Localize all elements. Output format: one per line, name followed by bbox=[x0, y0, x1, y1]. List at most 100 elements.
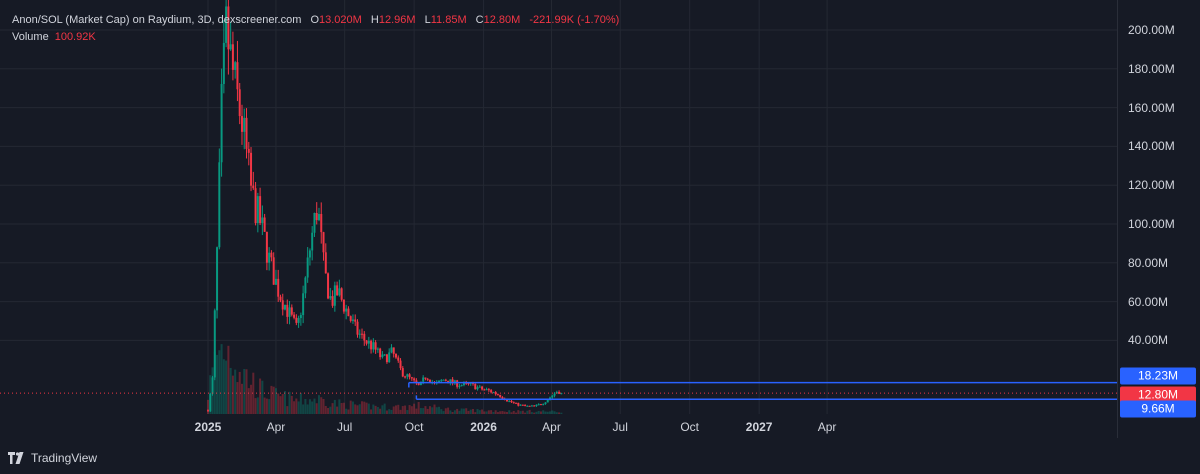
change-value: -221.99K (-1.70%) bbox=[529, 14, 620, 26]
x-tick-label: Apr bbox=[817, 420, 837, 434]
volume-bar bbox=[213, 351, 216, 414]
candle-body bbox=[481, 386, 484, 390]
candle-body bbox=[254, 188, 257, 224]
candle-body bbox=[410, 377, 413, 379]
volume-bar bbox=[218, 350, 221, 414]
candle-body bbox=[546, 399, 549, 403]
volume-bar bbox=[274, 388, 277, 414]
volume-bar bbox=[256, 397, 259, 414]
candle-body bbox=[519, 404, 522, 406]
volume-bar bbox=[551, 410, 554, 414]
volume-bar bbox=[401, 406, 404, 414]
volume-bar bbox=[390, 409, 393, 414]
candle-body bbox=[340, 288, 343, 300]
volume-bar bbox=[558, 412, 561, 414]
volume-bar bbox=[347, 409, 350, 414]
candle-body bbox=[274, 278, 277, 285]
price-chart[interactable] bbox=[0, 0, 1117, 438]
candle-body bbox=[247, 148, 250, 153]
candle-body bbox=[521, 404, 524, 406]
volume-bar bbox=[338, 399, 341, 414]
candle-body bbox=[424, 377, 427, 379]
candle-body bbox=[270, 252, 273, 258]
volume-bar bbox=[379, 408, 382, 414]
candle-body bbox=[236, 62, 239, 90]
volume-bar bbox=[315, 403, 318, 414]
volume-bar bbox=[494, 410, 497, 414]
volume-bar bbox=[340, 403, 343, 414]
volume-bar bbox=[549, 411, 552, 414]
volume-bar bbox=[293, 401, 296, 414]
volume-bar bbox=[453, 410, 456, 414]
candle-body bbox=[322, 232, 325, 253]
y-tick-label: 120.00M bbox=[1128, 178, 1175, 193]
candle-body bbox=[458, 385, 461, 387]
volume-bar bbox=[467, 410, 470, 414]
candle-body bbox=[317, 213, 320, 221]
candle-body bbox=[487, 389, 490, 391]
volume-bar bbox=[478, 410, 481, 414]
candle-body bbox=[551, 395, 554, 398]
volume-bar bbox=[517, 410, 520, 414]
candle-body bbox=[261, 217, 264, 224]
volume-bar bbox=[277, 393, 280, 414]
candle-body bbox=[281, 300, 284, 310]
candle-body bbox=[263, 217, 266, 232]
volume-bar bbox=[440, 409, 443, 414]
candle-body bbox=[537, 404, 540, 406]
volume-bar bbox=[524, 412, 527, 414]
candle-body bbox=[408, 374, 411, 378]
volume-bar bbox=[469, 409, 472, 414]
volume-bar bbox=[521, 410, 524, 414]
volume-bar bbox=[392, 406, 395, 414]
candle-body bbox=[284, 304, 287, 310]
volume-bar bbox=[306, 404, 309, 414]
candle-body bbox=[216, 247, 219, 311]
candle-body bbox=[415, 380, 418, 383]
horizontal-lines[interactable] bbox=[0, 381, 1117, 401]
candle-body bbox=[406, 374, 409, 377]
candle-body bbox=[238, 89, 241, 117]
y-axis[interactable]: 200.00M 180.00M 160.00M 140.00M 120.00M 100.0… bbox=[1117, 0, 1200, 438]
x-tick-label: 2025 bbox=[194, 420, 222, 434]
tradingview-logo[interactable]: TradingView bbox=[8, 451, 97, 465]
legend-ohlc: Anon/SOL (Market Cap) on Raydium, 3D, de… bbox=[12, 14, 625, 26]
candle-body bbox=[553, 393, 556, 396]
volume-bar bbox=[413, 403, 416, 414]
volume-bar bbox=[349, 400, 352, 414]
volume-bar bbox=[487, 410, 490, 414]
volume-bar bbox=[231, 375, 234, 414]
candle-body bbox=[342, 299, 345, 312]
volume-bar bbox=[442, 411, 445, 414]
candle-body bbox=[558, 391, 561, 394]
candle-body bbox=[336, 285, 339, 296]
volume-bar bbox=[254, 398, 257, 414]
x-tick-label: Apr bbox=[266, 420, 286, 434]
candle-body bbox=[243, 117, 246, 132]
volume-bar bbox=[259, 378, 262, 414]
x-tick-label: 2026 bbox=[470, 420, 497, 434]
candle-body bbox=[530, 405, 533, 407]
volume-bar bbox=[458, 410, 461, 414]
x-tick-label: Oct bbox=[680, 420, 700, 434]
volume-bars bbox=[207, 344, 563, 414]
candle-body bbox=[372, 342, 375, 350]
candle-body bbox=[440, 380, 443, 382]
volume-bar bbox=[288, 391, 291, 414]
candle-body bbox=[234, 62, 237, 70]
y-tick-label: 40.00M bbox=[1128, 333, 1169, 348]
chart-area[interactable]: Anon/SOL (Market Cap) on Raydium, 3D, de… bbox=[0, 0, 1117, 438]
volume-bar bbox=[533, 412, 536, 414]
volume-bar bbox=[424, 406, 427, 414]
candle-body bbox=[333, 285, 336, 306]
x-axis[interactable]: 2025 Apr Jul Oct 2026 Apr Jul Oct 2027 Apr bbox=[0, 414, 1117, 438]
volume-bar bbox=[505, 411, 508, 414]
candle-body bbox=[354, 319, 357, 322]
volume-bar bbox=[381, 405, 384, 414]
volume-bar bbox=[247, 388, 250, 414]
symbol-title: Anon/SOL (Market Cap) on Raydium, 3D, de… bbox=[12, 14, 302, 26]
volume-bar bbox=[240, 383, 243, 414]
candle-body bbox=[460, 385, 463, 387]
volume-bar bbox=[236, 382, 239, 414]
candle-body bbox=[252, 185, 255, 189]
